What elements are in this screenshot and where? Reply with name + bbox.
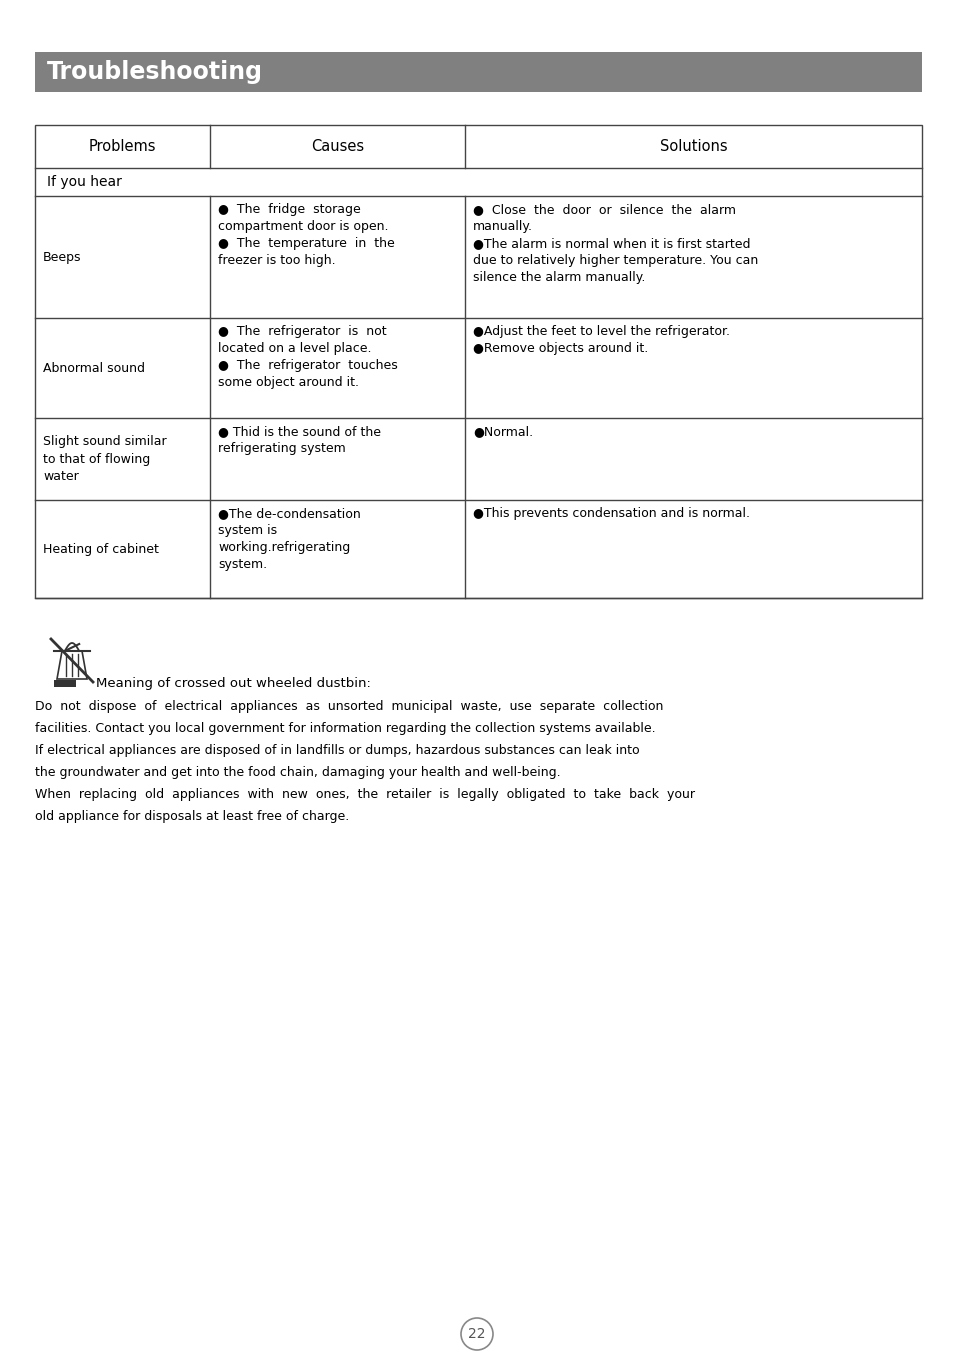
Text: 22: 22: [468, 1327, 485, 1340]
Text: Slight sound similar
to that of flowing
water: Slight sound similar to that of flowing …: [43, 435, 167, 483]
Text: When  replacing  old  appliances  with  new  ones,  the  retailer  is  legally  : When replacing old appliances with new o…: [35, 788, 695, 801]
Bar: [35, 125, 921, 598]
Text: ●This prevents condensation and is normal.: ●This prevents condensation and is norma…: [473, 508, 749, 520]
Text: Meaning of crossed out wheeled dustbin:: Meaning of crossed out wheeled dustbin:: [96, 676, 371, 690]
Text: Do  not  dispose  of  electrical  appliances  as  unsorted  municipal  waste,  u: Do not dispose of electrical appliances …: [35, 700, 662, 713]
Text: Beeps: Beeps: [43, 251, 81, 263]
Text: the groundwater and get into the food chain, damaging your health and well-being: the groundwater and get into the food ch…: [35, 766, 560, 779]
Text: old appliance for disposals at least free of charge.: old appliance for disposals at least fre…: [35, 809, 349, 823]
Text: ● Thid is the sound of the
refrigerating system: ● Thid is the sound of the refrigerating…: [218, 425, 380, 456]
Bar: [54, 681, 75, 687]
Text: ●  The  refrigerator  is  not
located on a level place.
●  The  refrigerator  to: ● The refrigerator is not located on a l…: [218, 325, 397, 390]
Text: Causes: Causes: [311, 139, 364, 154]
Text: Solutions: Solutions: [659, 139, 726, 154]
Bar: [35, 52, 921, 92]
Text: ●The de-condensation
system is
working.refrigerating
system.: ●The de-condensation system is working.r…: [218, 508, 360, 571]
Text: Heating of cabinet: Heating of cabinet: [43, 542, 159, 556]
Text: ●Normal.: ●Normal.: [473, 425, 533, 438]
Text: ●  The  fridge  storage
compartment door is open.
●  The  temperature  in  the
f: ● The fridge storage compartment door is…: [218, 203, 395, 268]
Text: facilities. Contact you local government for information regarding the collectio: facilities. Contact you local government…: [35, 722, 655, 735]
Text: ●  Close  the  door  or  silence  the  alarm
manually.
●The alarm is normal when: ● Close the door or silence the alarm ma…: [473, 203, 758, 284]
Text: Troubleshooting: Troubleshooting: [47, 60, 263, 84]
Text: Abnormal sound: Abnormal sound: [43, 361, 145, 375]
Text: ●Adjust the feet to level the refrigerator.
●Remove objects around it.: ●Adjust the feet to level the refrigerat…: [473, 325, 729, 355]
Text: Problems: Problems: [89, 139, 156, 154]
Text: If electrical appliances are disposed of in landfills or dumps, hazardous substa: If electrical appliances are disposed of…: [35, 744, 639, 757]
Text: If you hear: If you hear: [47, 176, 122, 189]
